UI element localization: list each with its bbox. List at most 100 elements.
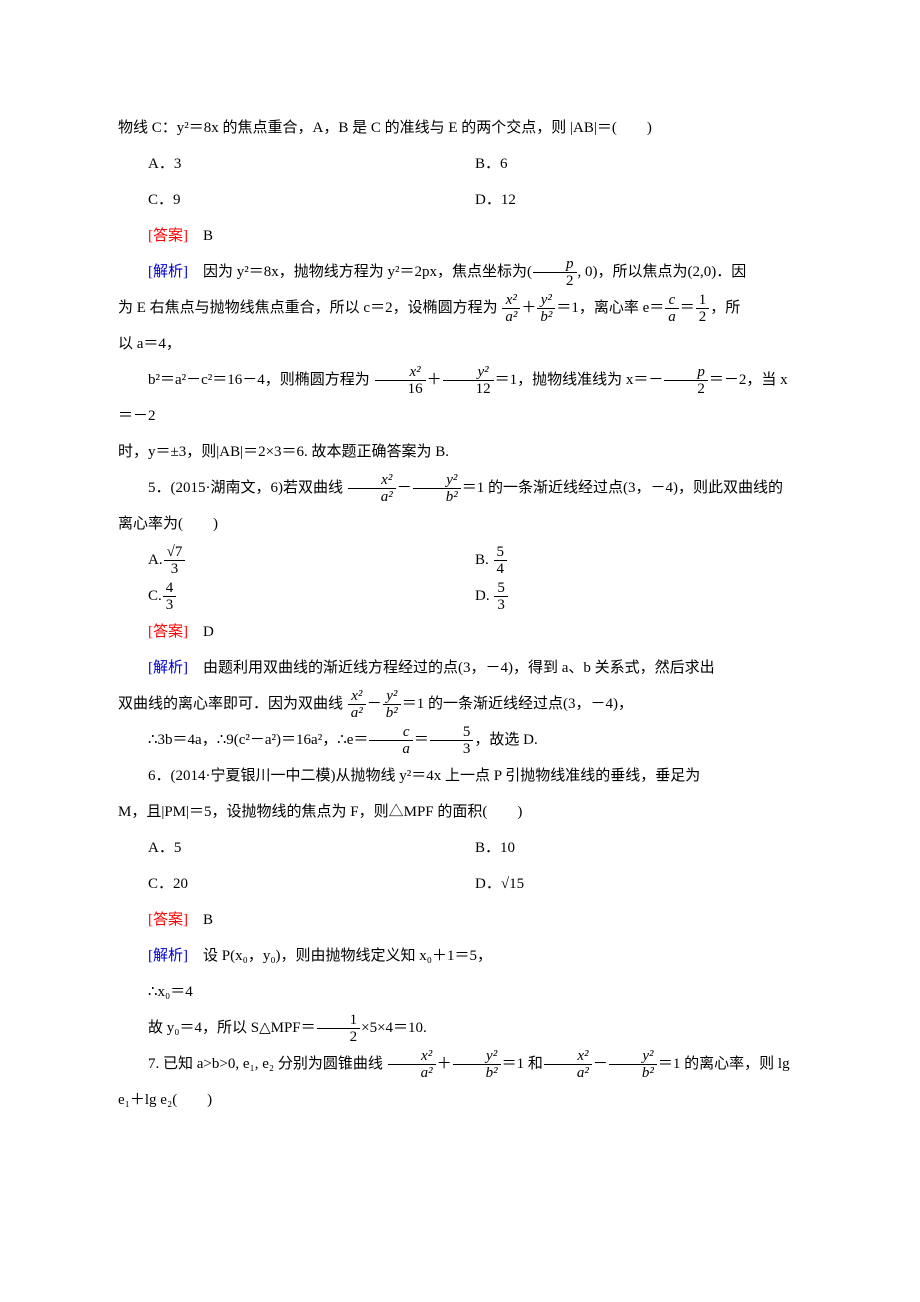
q4-analysis-p1: [解析] 因为 y²＝8x，抛物线方程为 y²＝2px，焦点坐标为(p2, 0)… (118, 254, 802, 290)
plus: ＋ (521, 300, 536, 316)
plus: ＋ (427, 372, 442, 388)
q6-opt-d: D．√15 (475, 866, 802, 902)
t: 5．(2015·湖南文，6)若双曲线 (148, 480, 343, 496)
frac-p-2: p2 (533, 256, 577, 290)
eq: ＝ (680, 300, 695, 316)
t: 离心率为( ) (118, 516, 218, 532)
t: 由题利用双曲线的渐近线方程经过的点(3，－4)，得到 a、b 关系式，然后求出 (188, 660, 715, 676)
t: ，故选 D. (474, 732, 537, 748)
plus: ＋ (437, 1056, 452, 1072)
t: 时，y＝±3，则|AB|＝2×3＝6. 故本题正确答案为 B. (118, 444, 449, 460)
frac-y2-b2c: y²b² (383, 688, 401, 722)
t: ×5×4＝10. (361, 1020, 427, 1036)
frac-1-2b: 12 (317, 1012, 361, 1046)
frac-x2-a2: x²a² (502, 292, 520, 326)
q4-analysis-p5: 时，y＝±3，则|AB|＝2×3＝6. 故本题正确答案为 B. (118, 434, 802, 470)
t: ＝1 的一条渐近线经过点(3，－4)， (402, 696, 633, 712)
q7-stem: 7. 已知 a>b>0, e₁, e₂ 分别为圆锥曲线 x²a²＋y²b²＝1 … (118, 1046, 802, 1118)
q4-analysis-p2: 为 E 右焦点与抛物线焦点重合，所以 c＝2，设椭圆方程为 x²a²＋y²b²＝… (118, 290, 802, 326)
q4-stem-text: 物线 C：y²＝8x 的焦点重合，A，B 是 C 的准线与 E 的两个交点，则 … (118, 120, 652, 136)
analysis-label: [解析] (148, 660, 188, 676)
q4-opt-d: D．12 (475, 182, 802, 218)
q4-stem: 物线 C：y²＝8x 的焦点重合，A，B 是 C 的准线与 E 的两个交点，则 … (118, 110, 802, 146)
q6-options: A．5 B．10 C．20 D．√15 (118, 830, 802, 902)
q5-answer: [答案] D (118, 614, 802, 650)
frac-y2-12: y²12 (443, 364, 494, 398)
t: , 0)，所以焦点为(2,0)．因 (578, 264, 747, 280)
q6-answer-value: B (188, 912, 213, 928)
frac-optC: 43 (163, 580, 177, 614)
t: A. (148, 552, 163, 568)
frac-1-2: 12 (696, 292, 710, 326)
frac-y2-b2d: y²b² (453, 1048, 501, 1082)
t: C. (148, 588, 162, 604)
q4-opt-b: B．6 (475, 146, 802, 182)
q5-opt-a: A.√73 (148, 542, 475, 578)
t: ＝1 和 (502, 1056, 543, 1072)
q5-opt-c: C.43 (148, 578, 475, 614)
q5-analysis-p2: 双曲线的离心率即可．因为双曲线 x²a²－y²b²＝1 的一条渐近线经过点(3，… (118, 686, 802, 722)
q6-opt-b: B．10 (475, 830, 802, 866)
q5-options: A.√73 B. 54 C.43 D. 53 (118, 542, 802, 614)
q4-answer-value: B (188, 228, 213, 244)
frac-x2-a2d: x²a² (388, 1048, 436, 1082)
q6-answer: [答案] B (118, 902, 802, 938)
analysis-label: [解析] (148, 948, 188, 964)
t: 7. 已知 a>b>0, e₁, e₂ 分别为圆锥曲线 (148, 1056, 383, 1072)
analysis-label: [解析] (148, 264, 188, 280)
q4-analysis-p4: b²＝a²－c²＝16－4，则椭圆方程为 x²16＋y²12＝1，抛物线准线为 … (118, 362, 802, 434)
q6-stem-2: M，且|PM|＝5，设抛物线的焦点为 F，则△MPF 的面积( ) (118, 794, 802, 830)
answer-label: [答案] (148, 912, 188, 928)
q6-opt-c: C．20 (148, 866, 475, 902)
frac-optA: √73 (164, 544, 186, 578)
t: 6．(2014·宁夏银川一中二模)从抛物线 y²＝4x 上一点 P 引抛物线准线… (148, 768, 700, 784)
frac-x2-a2e: x²a² (544, 1048, 592, 1082)
q5-analysis-p3: ∴3b＝4a，∴9(c²－a²)＝16a²，∴e＝ca＝53，故选 D. (118, 722, 802, 758)
t: B. (475, 552, 493, 568)
q4-options: A．3 B．6 C．9 D．12 (118, 146, 802, 218)
q5-stem: 5．(2015·湖南文，6)若双曲线 x²a²－y²b²＝1 的一条渐近线经过点… (118, 470, 802, 506)
answer-label: [答案] (148, 624, 188, 640)
frac-y2-b2e: y²b² (609, 1048, 657, 1082)
frac-c-a2: ca (369, 724, 413, 758)
q6-analysis-p3: 故 y₀＝4，所以 S△MPF＝12×5×4＝10. (118, 1010, 802, 1046)
q5-opt-b: B. 54 (475, 542, 802, 578)
frac-5-3: 53 (430, 724, 474, 758)
t: ，所 (710, 300, 740, 316)
q6-stem-1: 6．(2014·宁夏银川一中二模)从抛物线 y²＝4x 上一点 P 引抛物线准线… (118, 758, 802, 794)
answer-label: [答案] (148, 228, 188, 244)
t: 双曲线的离心率即可．因为双曲线 (118, 696, 343, 712)
q4-opt-c: C．9 (148, 182, 475, 218)
q5-stem-2: 离心率为( ) (118, 506, 802, 542)
t: 为 E 右焦点与抛物线焦点重合，所以 c＝2，设椭圆方程为 (118, 300, 498, 316)
frac-x2-a2b: x²a² (348, 472, 396, 506)
frac-y2-b2: y²b² (537, 292, 555, 326)
t: ＝1 的一条渐近线经过点(3，－4)，则此双曲线的 (462, 480, 783, 496)
t: 因为 y²＝8x，抛物线方程为 y²＝2px，焦点坐标为( (188, 264, 532, 280)
frac-c-a: ca (665, 292, 679, 326)
t: ＝1，离心率 e＝ (556, 300, 664, 316)
q5-answer-value: D (188, 624, 214, 640)
frac-y2-b2b: y²b² (413, 472, 461, 506)
minus: － (593, 1056, 608, 1072)
q4-answer: [答案] B (118, 218, 802, 254)
t: ∴3b＝4a，∴9(c²－a²)＝16a²，∴e＝ (148, 732, 368, 748)
t: 以 a＝4， (118, 336, 181, 352)
frac-x2-16: x²16 (375, 364, 426, 398)
eq: ＝ (414, 732, 429, 748)
t: 故 y₀＝4，所以 S△MPF＝ (148, 1020, 316, 1036)
t: M，且|PM|＝5，设抛物线的焦点为 F，则△MPF 的面积( ) (118, 804, 522, 820)
q6-analysis-p2: ∴x₀＝4 (118, 974, 802, 1010)
q4-opt-a: A．3 (148, 146, 475, 182)
q4-analysis-p3: 以 a＝4， (118, 326, 802, 362)
frac-optD: 53 (494, 580, 508, 614)
q6-analysis-p1: [解析] 设 P(x₀，y₀)，则由抛物线定义知 x₀＋1＝5， (118, 938, 802, 974)
t: √7 (167, 544, 183, 560)
t: ∴x₀＝4 (148, 984, 193, 1000)
frac-p-2b: p2 (664, 364, 708, 398)
frac-x2-a2c: x²a² (348, 688, 366, 722)
q6-opt-a: A．5 (148, 830, 475, 866)
minus: － (367, 696, 382, 712)
q5-analysis-p1: [解析] 由题利用双曲线的渐近线方程经过的点(3，－4)，得到 a、b 关系式，… (118, 650, 802, 686)
frac-optB: 54 (494, 544, 508, 578)
